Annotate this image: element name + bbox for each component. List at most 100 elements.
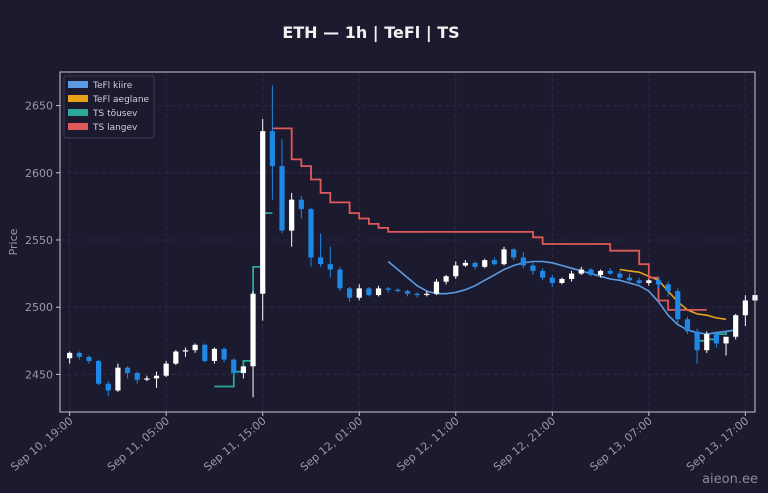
candle-body: [424, 293, 430, 296]
legend-label: TS tõusev: [92, 109, 138, 119]
candle-body: [520, 257, 526, 266]
candle-body: [404, 291, 411, 294]
candle-body: [327, 264, 333, 270]
candle-body: [144, 378, 150, 380]
candle-body: [240, 366, 247, 374]
candle-body: [260, 131, 266, 294]
candle-body: [540, 270, 546, 278]
candle-body: [511, 249, 517, 258]
y-axis-label: Price: [7, 228, 20, 255]
candle-body: [559, 278, 565, 283]
candle-body: [346, 288, 353, 298]
legend: TeFl kiire TeFl aeglane TS tõusev TS langev: [63, 75, 155, 139]
candle-body: [96, 360, 102, 384]
candle-body: [366, 288, 372, 296]
x-tick-label: Sep 11, 15:00: [201, 414, 268, 473]
x-tick-label: Sep 11, 05:00: [105, 414, 172, 473]
candle-body: [501, 249, 507, 265]
x-axis-ticks: Sep 10, 19:00 Sep 11, 05:00 Sep 11, 15:00 S…: [8, 412, 751, 474]
candle-body: [124, 367, 131, 374]
candle-body: [549, 277, 555, 283]
candle-body: [202, 344, 208, 361]
series-lines: [214, 127, 736, 388]
candles: [67, 85, 758, 398]
candle-body: [462, 262, 469, 266]
candle-body: [491, 260, 497, 265]
candle-body: [250, 293, 256, 367]
candle-body: [395, 289, 401, 292]
candle-body: [231, 359, 237, 374]
candle-body: [530, 265, 536, 271]
candle-body: [733, 315, 739, 337]
candle-body: [588, 269, 594, 275]
candle-body: [308, 209, 314, 258]
candle-body: [578, 269, 584, 274]
x-tick-label: Sep 12, 11:00: [394, 414, 461, 473]
x-tick-label: Sep 10, 19:00: [8, 414, 75, 473]
legend-swatch: [68, 95, 88, 102]
y-axis-ticks: 2450 2500 2550 2600 2650: [25, 100, 60, 381]
candle-body: [279, 166, 285, 231]
candle-body: [318, 257, 324, 265]
candle-body: [375, 288, 382, 296]
legend-box: [63, 75, 155, 139]
x-tick-label: Sep 13, 17:00: [684, 414, 751, 473]
y-tick-label: 2550: [25, 234, 53, 247]
candle-body: [453, 265, 459, 277]
candle-body: [713, 334, 719, 344]
candle-body: [86, 356, 92, 361]
legend-label: TeFl kiire: [92, 81, 133, 91]
series-line: [272, 127, 707, 311]
candle-body: [153, 375, 160, 379]
candle-body: [221, 348, 227, 360]
candle-body: [173, 351, 179, 364]
legend-label: TS langev: [92, 123, 138, 133]
y-tick-label: 2650: [25, 100, 53, 113]
candle-body: [105, 383, 111, 391]
legend-swatch: [68, 81, 88, 88]
candle-body: [694, 331, 700, 351]
candle-body: [482, 260, 488, 267]
candle-body: [356, 288, 362, 298]
candle-body: [742, 300, 748, 316]
chart-title: ETH — 1h | TeFl | TS: [282, 23, 459, 43]
legend-label: TeFl aeglane: [92, 95, 150, 105]
candle-body: [298, 199, 304, 210]
legend-swatch: [68, 123, 88, 130]
candle-body: [115, 367, 121, 391]
candle-body: [163, 363, 169, 376]
candle-body: [597, 270, 604, 275]
candle-body: [665, 284, 671, 292]
candle-body: [617, 273, 623, 278]
candle-body: [646, 280, 652, 283]
candle-body: [269, 131, 275, 167]
candle-body: [134, 373, 140, 380]
series-line: [619, 268, 727, 321]
candle-body: [76, 352, 82, 357]
candle-body: [655, 280, 662, 285]
legend-swatch: [68, 109, 88, 116]
candle-body: [414, 293, 420, 296]
candle-body: [675, 291, 681, 320]
candle-body: [67, 352, 73, 359]
candle-body: [684, 319, 691, 332]
x-tick-label: Sep 12, 01:00: [298, 414, 365, 473]
y-tick-label: 2600: [25, 167, 53, 180]
candle-body: [192, 344, 198, 351]
candle-body: [636, 280, 642, 283]
candle-body: [704, 334, 710, 351]
candle-body: [472, 262, 478, 267]
series-line: [387, 260, 736, 335]
candle-body: [211, 348, 218, 361]
candle-body: [337, 269, 343, 289]
candle-body: [607, 270, 613, 274]
x-tick-label: Sep 12, 21:00: [491, 414, 558, 473]
candle-body: [289, 199, 295, 231]
y-tick-label: 2500: [25, 301, 53, 314]
candle-body: [433, 281, 440, 294]
watermark: aieon.ee: [702, 472, 758, 487]
candle-body: [723, 336, 729, 344]
candle-body: [182, 350, 189, 352]
candle-body: [443, 276, 449, 282]
